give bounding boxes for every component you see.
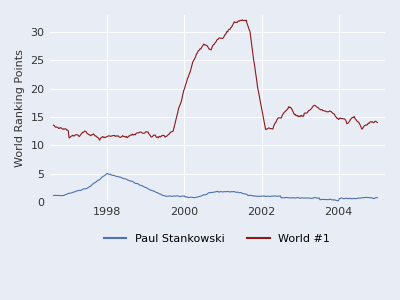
Legend: Paul Stankowski, World #1: Paul Stankowski, World #1: [100, 230, 335, 249]
Y-axis label: World Ranking Points: World Ranking Points: [15, 50, 25, 167]
